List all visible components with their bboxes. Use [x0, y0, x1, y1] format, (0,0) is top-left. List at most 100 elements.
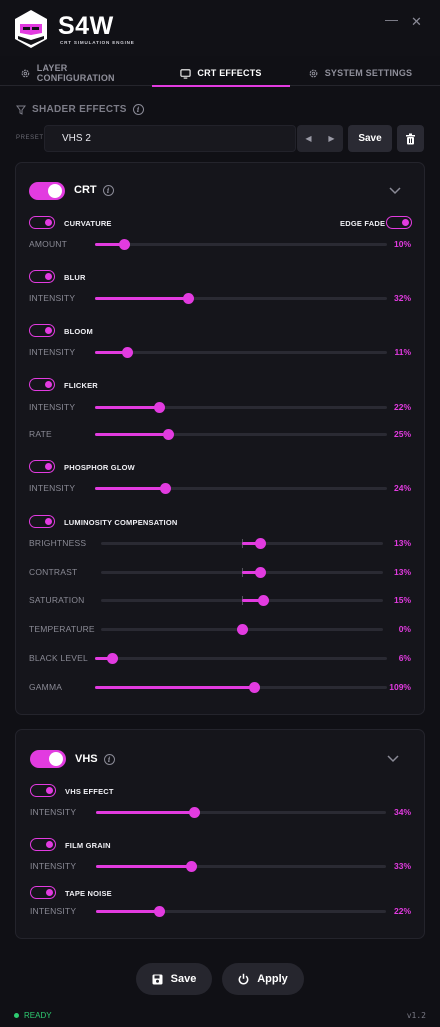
- close-button[interactable]: ✕: [411, 14, 422, 29]
- tab-system-settings[interactable]: SYSTEM SETTINGS: [300, 60, 420, 86]
- contrast-label: CONTRAST: [29, 567, 78, 577]
- save-button[interactable]: Save: [136, 963, 212, 995]
- flicker-intensity-value: 22%: [393, 402, 411, 412]
- crt-panel: [15, 162, 425, 715]
- curvature-amount-fill: [95, 243, 125, 246]
- info-icon[interactable]: i: [103, 753, 115, 765]
- vhs-title: VHS: [75, 753, 98, 765]
- flicker-rate-value: 25%: [393, 429, 411, 439]
- tape-noise-intensity-label: INTENSITY: [30, 906, 77, 916]
- flicker-toggle[interactable]: [29, 378, 55, 391]
- chevron-down-icon[interactable]: [387, 755, 399, 763]
- flicker-rate-slider[interactable]: [95, 429, 387, 440]
- flicker-intensity-handle[interactable]: [153, 402, 165, 413]
- luminosity-toggle[interactable]: [29, 515, 55, 528]
- blur-intensity-label: INTENSITY: [29, 293, 76, 303]
- curvature-amount-handle[interactable]: [118, 239, 130, 250]
- active-tab-indicator: [152, 85, 290, 87]
- app-logo: [15, 10, 47, 48]
- black-level-handle[interactable]: [107, 653, 119, 664]
- flicker-rate-fill: [95, 433, 168, 436]
- tab-crt-effects[interactable]: CRT EFFECTS: [168, 60, 274, 86]
- temperature-label: TEMPERATURE: [29, 624, 95, 634]
- brightness-value: 13%: [393, 538, 411, 548]
- saturation-handle[interactable]: [257, 595, 269, 606]
- blur-intensity-handle[interactable]: [182, 293, 194, 304]
- blur-intensity-slider[interactable]: [95, 293, 387, 304]
- saturation-slider[interactable]: [101, 595, 383, 606]
- vhs-effect-intensity-slider[interactable]: [96, 807, 386, 818]
- filter-icon: [16, 105, 26, 115]
- brightness-slider[interactable]: [101, 538, 383, 549]
- vhs-effect-intensity-handle[interactable]: [189, 807, 201, 818]
- brightness-handle[interactable]: [254, 538, 266, 549]
- tape-noise-toggle[interactable]: [30, 886, 56, 899]
- flicker-intensity-fill: [95, 406, 160, 409]
- crt-toggle[interactable]: [29, 182, 65, 200]
- brightness-fill: [242, 542, 261, 545]
- flicker-label: FLICKER: [64, 381, 98, 390]
- gear-icon: [309, 69, 318, 77]
- preset-delete-button[interactable]: [397, 125, 424, 152]
- crt-group-title: CRT i: [74, 184, 114, 196]
- film-grain-toggle[interactable]: [30, 838, 56, 851]
- apply-button[interactable]: Apply: [222, 963, 304, 995]
- temperature-value: 0%: [398, 624, 411, 634]
- preset-save-button[interactable]: Save: [348, 125, 392, 152]
- bloom-intensity-label: INTENSITY: [29, 347, 76, 357]
- blur-toggle[interactable]: [29, 270, 55, 283]
- phosphor-intensity-label: INTENSITY: [29, 483, 76, 493]
- bloom-intensity-value: 11%: [394, 347, 411, 357]
- bloom-intensity-handle[interactable]: [121, 347, 133, 358]
- vhs-toggle[interactable]: [30, 750, 66, 768]
- bloom-toggle[interactable]: [29, 324, 55, 337]
- curvature-toggle[interactable]: [29, 216, 55, 229]
- film-grain-intensity-handle[interactable]: [186, 861, 198, 872]
- temperature-slider[interactable]: [101, 624, 383, 635]
- save-label: Save: [170, 973, 197, 985]
- status-indicator: READY: [14, 1011, 52, 1020]
- gamma-slider[interactable]: [95, 682, 387, 693]
- gamma-label: GAMMA: [29, 682, 63, 692]
- curvature-amount-slider[interactable]: [95, 239, 387, 250]
- vhs-effect-toggle[interactable]: [30, 784, 56, 797]
- info-icon[interactable]: i: [102, 184, 114, 196]
- info-icon[interactable]: i: [132, 104, 144, 115]
- phosphor-intensity-handle[interactable]: [159, 483, 171, 494]
- preset-select[interactable]: VHS 2: [44, 125, 296, 152]
- gamma-fill: [95, 686, 255, 689]
- preset-label: PRESET: [16, 135, 44, 141]
- flicker-intensity-slider[interactable]: [95, 402, 387, 413]
- edge-fade-toggle[interactable]: [386, 216, 412, 229]
- black-level-value: 6%: [398, 653, 411, 663]
- phosphor-glow-toggle[interactable]: [29, 460, 55, 473]
- contrast-handle[interactable]: [254, 567, 266, 578]
- film-grain-intensity-slider[interactable]: [96, 861, 386, 872]
- temperature-handle[interactable]: [236, 624, 248, 635]
- chevron-down-icon[interactable]: [389, 187, 401, 195]
- prev-preset-button[interactable]: ◀: [305, 134, 312, 143]
- gamma-value: 109%: [389, 682, 411, 692]
- phosphor-glow-label: PHOSPHOR GLOW: [64, 463, 135, 472]
- preset-nav: ◀ ▶: [297, 125, 343, 152]
- vhs-effect-label: VHS EFFECT: [65, 787, 114, 796]
- flicker-rate-handle[interactable]: [162, 429, 174, 440]
- tab-bar: LAYER CONFIGURATION CRT EFFECTS SYSTEM S…: [0, 60, 440, 86]
- contrast-slider[interactable]: [101, 567, 383, 578]
- blur-intensity-value: 32%: [393, 293, 411, 303]
- bloom-intensity-slider[interactable]: [95, 347, 387, 358]
- vhs-effect-intensity-value: 34%: [393, 807, 411, 817]
- tape-noise-intensity-slider[interactable]: [96, 906, 386, 917]
- curvature-label: CURVATURE: [64, 219, 112, 228]
- version-label: v1.2: [406, 1011, 426, 1020]
- minimize-button[interactable]: —: [385, 12, 398, 27]
- phosphor-intensity-slider[interactable]: [95, 483, 387, 494]
- vhs-group-title: VHS i: [75, 753, 115, 765]
- tab-layer-configuration[interactable]: LAYER CONFIGURATION: [20, 60, 146, 86]
- gamma-handle[interactable]: [248, 682, 260, 693]
- tape-noise-intensity-handle[interactable]: [154, 906, 166, 917]
- black-level-slider[interactable]: [95, 653, 387, 664]
- luminosity-label: LUMINOSITY COMPENSATION: [64, 518, 178, 527]
- next-preset-button[interactable]: ▶: [328, 134, 335, 143]
- film-grain-intensity-fill: [96, 865, 192, 868]
